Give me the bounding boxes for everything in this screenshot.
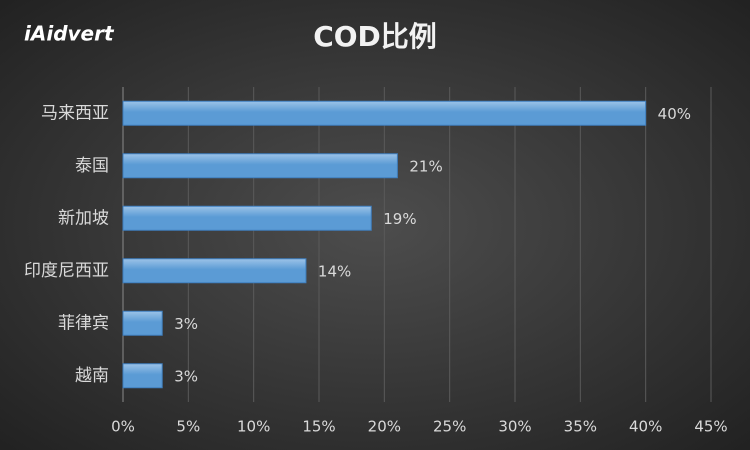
x-tick-label: 15% [302,418,335,436]
value-label: 3% [174,315,198,333]
y-tick-label: 新加坡 [58,208,109,228]
x-tick-label: 0% [111,418,135,436]
x-tick-label: 5% [176,418,200,436]
bar [122,153,398,179]
logo: iAidvert [24,22,115,46]
bar [122,258,307,284]
y-tick-label: 印度尼西亚 [24,261,109,281]
x-tick-label: 35% [564,418,597,436]
x-tick-label: 45% [694,418,727,436]
bar [122,363,163,389]
bar [122,310,163,336]
value-label: 40% [658,105,691,123]
y-tick-label: 马来西亚 [41,103,109,123]
value-label: 21% [409,157,442,175]
x-tick-label: 40% [629,418,662,436]
bar [122,100,647,126]
x-tick-label: 25% [433,418,466,436]
x-tick-label: 10% [237,418,270,436]
value-label: 19% [383,210,416,228]
chart-title: COD比例 [313,20,437,53]
x-tick-label: 30% [498,418,531,436]
value-label: 14% [318,262,351,280]
y-tick-label: 泰国 [75,156,109,176]
value-label: 3% [174,367,198,385]
x-tick-label: 20% [368,418,401,436]
y-tick-label: 菲律宾 [58,313,109,333]
y-tick-label: 越南 [75,366,109,386]
bar [122,205,372,231]
